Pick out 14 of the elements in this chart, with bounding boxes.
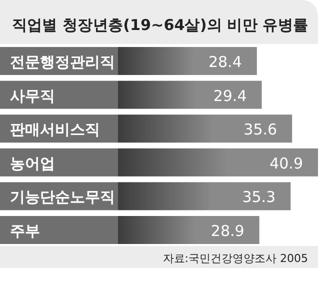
data-label: 35.3 (242, 188, 276, 206)
data-label: 28.4 (208, 53, 242, 71)
text: 자료:국민건강영양조사 2005 (162, 252, 308, 265)
y-tick-label: 판매서비스직 (10, 120, 100, 139)
data-label: 28.9 (210, 222, 244, 240)
chart-title: 직업별 청장년층(19~64살)의 비만 유병률 (12, 16, 308, 34)
data-label: 29.4 (213, 86, 247, 105)
y-tick-label: 기능단순노무직 (10, 188, 115, 206)
data-label: 40.9 (270, 154, 303, 172)
y-tick-label: 농어업 (10, 154, 55, 172)
y-tick-label: 주부 (10, 222, 40, 240)
data-label: 35.6 (244, 120, 278, 139)
y-tick-label: 전문행정관리직 (10, 53, 115, 71)
y-tick-label: 사무직 (10, 86, 55, 105)
